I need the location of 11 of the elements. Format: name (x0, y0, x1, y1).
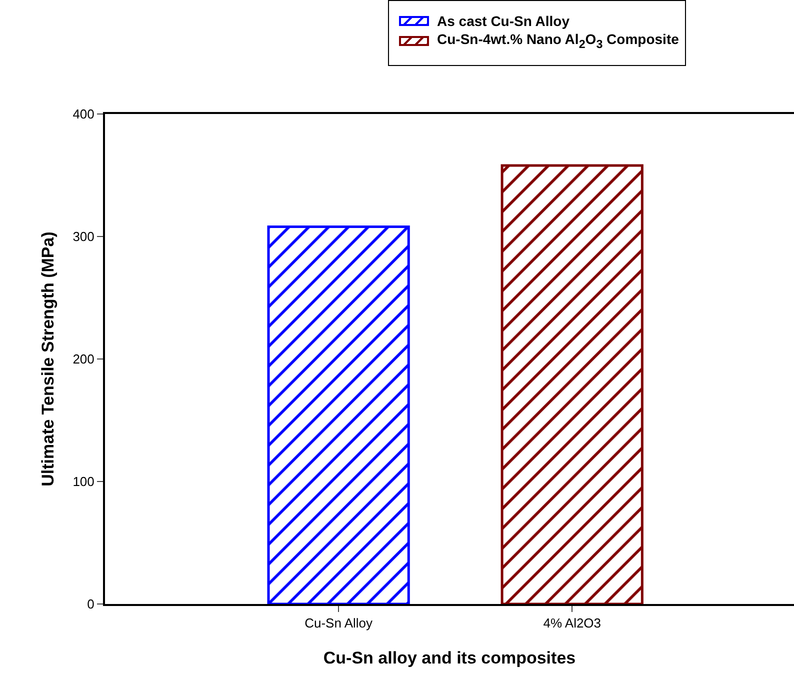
x-axis-title: Cu-Sn alloy and its composites (323, 648, 576, 668)
y-axis-title: Ultimate Tensile Strength (MPa) (38, 232, 58, 486)
y-tick-label: 200 (72, 352, 94, 367)
x-tick-label: 4% Al2O3 (543, 616, 602, 631)
y-tick-label: 0 (87, 596, 94, 612)
y-tick-label: 400 (72, 106, 94, 122)
y-tick-label: 300 (72, 229, 94, 244)
legend-label: As cast Cu-Sn Alloy (437, 13, 570, 29)
y-tick-label: 100 (72, 474, 94, 490)
x-tick-label: Cu-Sn Alloy (304, 616, 374, 631)
legend-label: Cu-Sn-4wt.% Nano Al$_{2}$O$_{3}$ Composite (437, 31, 679, 51)
